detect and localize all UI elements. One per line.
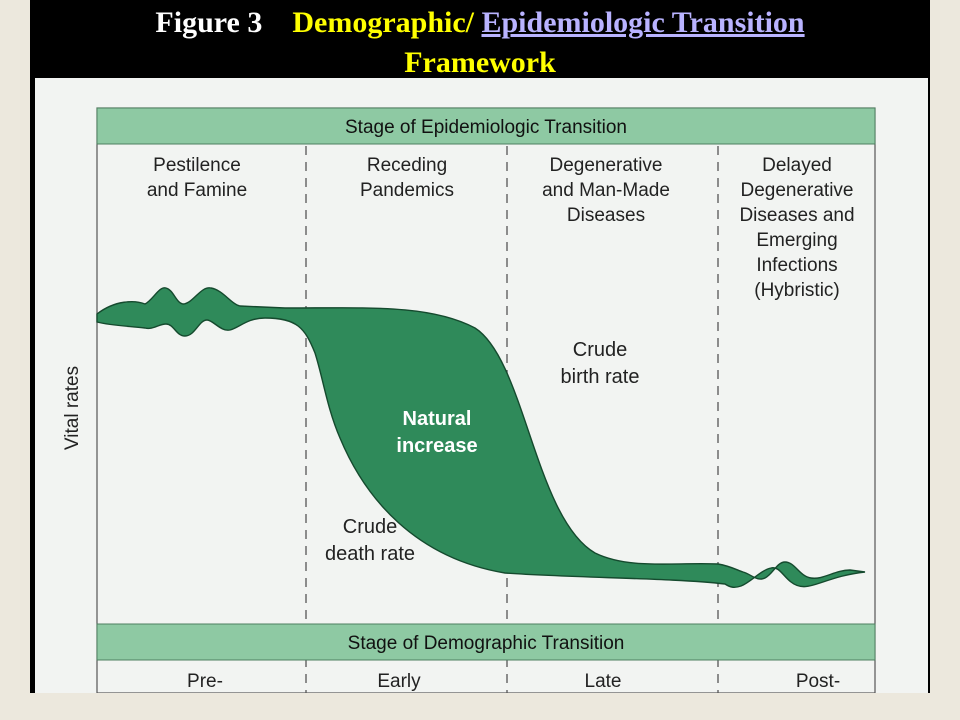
demo-stage-pre: Pre-: [187, 671, 223, 692]
diagram-panel: Stage of Epidemiologic Transition Pestil…: [35, 78, 928, 694]
epi-stage-1-line2: and Famine: [147, 180, 247, 201]
natural-increase-area: [96, 287, 866, 589]
transition-diagram: Stage of Epidemiologic Transition Pestil…: [62, 107, 876, 694]
epi-stage-2-line1: Receding: [367, 155, 447, 176]
bottom-band-label: Stage of Demographic Transition: [348, 633, 625, 654]
epi-stage-4-line2: Degenerative: [740, 180, 853, 201]
epi-stage-4-line3: Diseases and: [739, 205, 854, 226]
death-rate-label-line2: death rate: [325, 543, 415, 565]
epi-stage-1-line1: Pestilence: [153, 155, 241, 176]
title-demographic: Demographic/: [292, 6, 474, 39]
epi-stage-3-line2: and Man-Made: [542, 180, 670, 201]
death-rate-label-line1: Crude: [343, 516, 397, 538]
epi-stage-3-line3: Diseases: [567, 205, 645, 226]
natural-increase-label-line2: increase: [396, 435, 477, 457]
demo-stage-late: Late: [585, 671, 622, 692]
title-link-epidemiologic-transition[interactable]: Epidemiologic Transition: [481, 6, 805, 39]
epi-stage-4-line6: (Hybristic): [754, 280, 840, 301]
epi-stage-2-line2: Pandemics: [360, 180, 454, 201]
bottom-band: [96, 623, 876, 661]
epi-stage-4-line4: Emerging: [756, 230, 837, 251]
birth-rate-label-line2: birth rate: [561, 366, 640, 388]
natural-increase-label-line1: Natural: [403, 408, 472, 430]
birth-rate-label-line1: Crude: [573, 339, 627, 361]
slide-title-line2: Framework: [30, 46, 930, 80]
demo-stage-early: Early: [377, 671, 421, 692]
demo-stage-post: Post-: [796, 671, 840, 692]
top-band-label: Stage of Epidemiologic Transition: [345, 117, 627, 138]
title-framework: Framework: [404, 46, 556, 79]
epi-stage-4-line1: Delayed: [762, 155, 832, 176]
figure-label: Figure 3: [155, 6, 263, 39]
epi-stage-3-line1: Degenerative: [549, 155, 662, 176]
demo-stage-labels: Pre- Early Late Post-: [187, 671, 840, 692]
epi-stage-labels: Pestilence and Famine Receding Pandemics…: [147, 155, 855, 301]
y-axis-label: Vital rates: [62, 366, 83, 450]
epi-stage-4-line5: Infections: [756, 255, 837, 276]
slide-title: Figure 3 Demographic/ Epidemiologic Tran…: [30, 6, 930, 40]
top-band: [96, 107, 876, 145]
